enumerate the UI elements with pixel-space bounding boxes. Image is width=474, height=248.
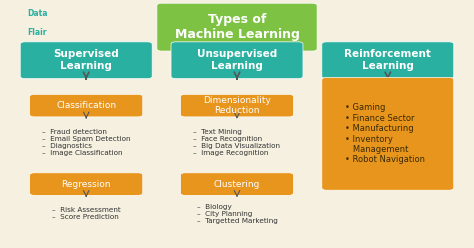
Text: Types of
Machine Learning: Types of Machine Learning: [174, 13, 300, 41]
FancyBboxPatch shape: [157, 3, 317, 51]
FancyBboxPatch shape: [30, 94, 143, 117]
Text: Classification: Classification: [56, 101, 116, 110]
FancyBboxPatch shape: [181, 94, 293, 117]
FancyBboxPatch shape: [181, 173, 293, 195]
Text: Data: Data: [27, 9, 48, 18]
Text: –  Fraud detection
–  Email Spam Detection
–  Diagnostics
–  Image Classificatio: – Fraud detection – Email Spam Detection…: [42, 129, 130, 156]
Text: Flair: Flair: [27, 28, 47, 37]
Text: –  Biology
–  City Planning
–  Targetted Marketing: – Biology – City Planning – Targetted Ma…: [197, 204, 277, 223]
Text: Dimensionality
Reduction: Dimensionality Reduction: [203, 96, 271, 115]
Text: –  Text Mining
–  Face Recognition
–  Big Data Visualization
–  Image Recognitio: – Text Mining – Face Recognition – Big D…: [193, 129, 281, 156]
Text: Reinforcement
Learning: Reinforcement Learning: [344, 49, 431, 71]
Text: –  Risk Assessment
–  Score Prediction: – Risk Assessment – Score Prediction: [52, 207, 120, 220]
FancyBboxPatch shape: [322, 42, 454, 79]
Text: Clustering: Clustering: [214, 180, 260, 188]
Text: Unsupervised
Learning: Unsupervised Learning: [197, 49, 277, 71]
FancyBboxPatch shape: [20, 42, 152, 79]
Text: Regression: Regression: [62, 180, 111, 188]
FancyBboxPatch shape: [30, 173, 143, 195]
Text: • Gaming
• Finance Sector
• Manufacturing
• Inventory
   Management
• Robot Navi: • Gaming • Finance Sector • Manufacturin…: [346, 103, 425, 164]
FancyBboxPatch shape: [322, 77, 454, 190]
FancyBboxPatch shape: [171, 42, 303, 79]
Text: Supervised
Learning: Supervised Learning: [54, 49, 119, 71]
